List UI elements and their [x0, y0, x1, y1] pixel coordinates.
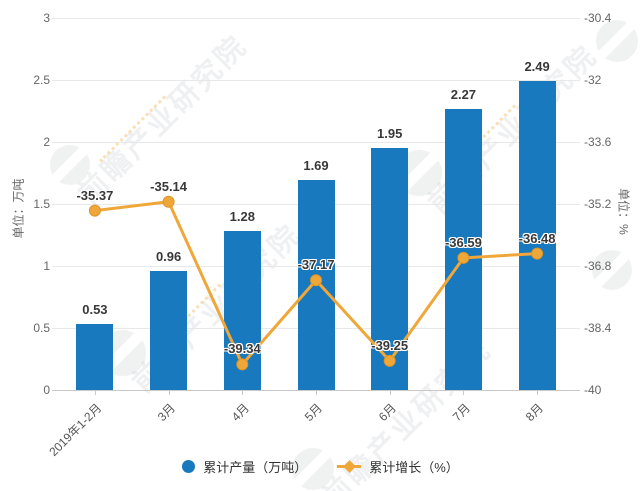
line-value-label: -36.59 [444, 234, 482, 250]
gridline [52, 80, 580, 81]
bar-6月[interactable] [371, 148, 409, 390]
bar-value-label: 2.49 [524, 59, 550, 75]
right-axis-tick-label: -30.4 [584, 11, 612, 25]
x-axis-tick [389, 390, 391, 395]
right-axis-tick-label: -32 [584, 73, 602, 87]
right-axis-title: 单位：% [616, 188, 631, 235]
legend: 累计产量（万吨） 累计增长（%） [0, 457, 641, 476]
gridline [52, 142, 580, 143]
left-axis-tick-label: 1 [43, 259, 50, 273]
legend-label: 累计增长（%） [369, 460, 459, 475]
gridline [52, 18, 580, 19]
line-value-label: -39.34 [223, 341, 261, 357]
legend-label: 累计产量（万吨） [203, 460, 308, 475]
x-axis-tick [168, 390, 170, 395]
line-series-legend-marker-icon [337, 460, 362, 473]
line-point-2019年1-2月[interactable] [88, 204, 101, 217]
bar-value-label: 1.95 [377, 126, 403, 142]
legend-item-cumulative-production[interactable]: 累计产量（万吨） [182, 457, 307, 476]
left-axis-tick-label: 0 [43, 383, 50, 397]
x-axis-label-text: 8月 [523, 400, 547, 425]
right-axis-tick-label: -36.8 [584, 259, 612, 273]
bar-8月[interactable] [518, 81, 556, 390]
legend-item-cumulative-growth[interactable]: 累计增长（%） [337, 457, 459, 476]
left-axis-tick-label: 2.5 [33, 73, 50, 87]
right-axis-tick-label: -40 [584, 383, 602, 397]
bar-series-legend-marker-icon [182, 460, 196, 473]
x-axis-label-text: 2019年1-2月 [46, 400, 105, 459]
x-axis-tick [463, 390, 465, 395]
bar-7月[interactable] [444, 108, 482, 390]
line-value-label: -37.17 [297, 257, 335, 273]
x-axis-label-text: 6月 [375, 400, 400, 425]
bar-2019年1-2月[interactable] [76, 324, 114, 390]
x-axis-tick [316, 390, 317, 395]
right-axis-tick-label: -33.6 [584, 135, 612, 149]
line-point-7月[interactable] [457, 251, 470, 264]
x-axis-label-text: 7月 [449, 400, 473, 425]
plot-area: 0.53 0.96 1.28 1.69 1.95 2.27 2.49 -35.37 -35.14… [52, 18, 580, 391]
watermark-logo-icon [596, 20, 638, 62]
line-value-label: -39.25 [371, 337, 409, 353]
bar-value-label: 2.27 [450, 86, 477, 102]
line-point-5月[interactable] [310, 274, 322, 287]
right-axis-tick-label: -38.4 [584, 321, 612, 335]
line-series [88, 195, 544, 371]
line-value-label: -35.14 [150, 178, 188, 194]
bar-value-label: 0.96 [155, 249, 182, 264]
x-axis-label-text: 4月 [228, 400, 252, 425]
x-axis-label-text: 5月 [302, 400, 326, 425]
right-axis-tick-label: -35.2 [584, 197, 612, 211]
bar-value-label: 1.28 [229, 209, 255, 225]
line-value-label: -36.48 [518, 230, 556, 246]
left-axis-tick-label: 3 [43, 11, 50, 25]
x-axis-tick [537, 390, 539, 395]
line-point-4月[interactable] [236, 358, 249, 371]
line-value-label: -35.37 [76, 187, 114, 203]
left-axis-tick-label: 2 [43, 135, 50, 149]
x-axis-tick [242, 390, 244, 395]
left-axis-tick-label: 0.5 [33, 321, 50, 335]
line-point-8月[interactable] [531, 247, 544, 260]
bar-value-label: 0.53 [82, 302, 108, 318]
line-point-6月[interactable] [383, 354, 396, 367]
bar-3月[interactable] [150, 271, 188, 390]
x-axis-tick [94, 390, 96, 395]
x-axis-line [52, 390, 580, 391]
line-point-3月[interactable] [162, 195, 175, 208]
left-axis-tick-label: 1.5 [33, 197, 50, 211]
x-axis-label-text: 3月 [154, 400, 178, 425]
bar-value-label: 1.69 [303, 158, 329, 174]
